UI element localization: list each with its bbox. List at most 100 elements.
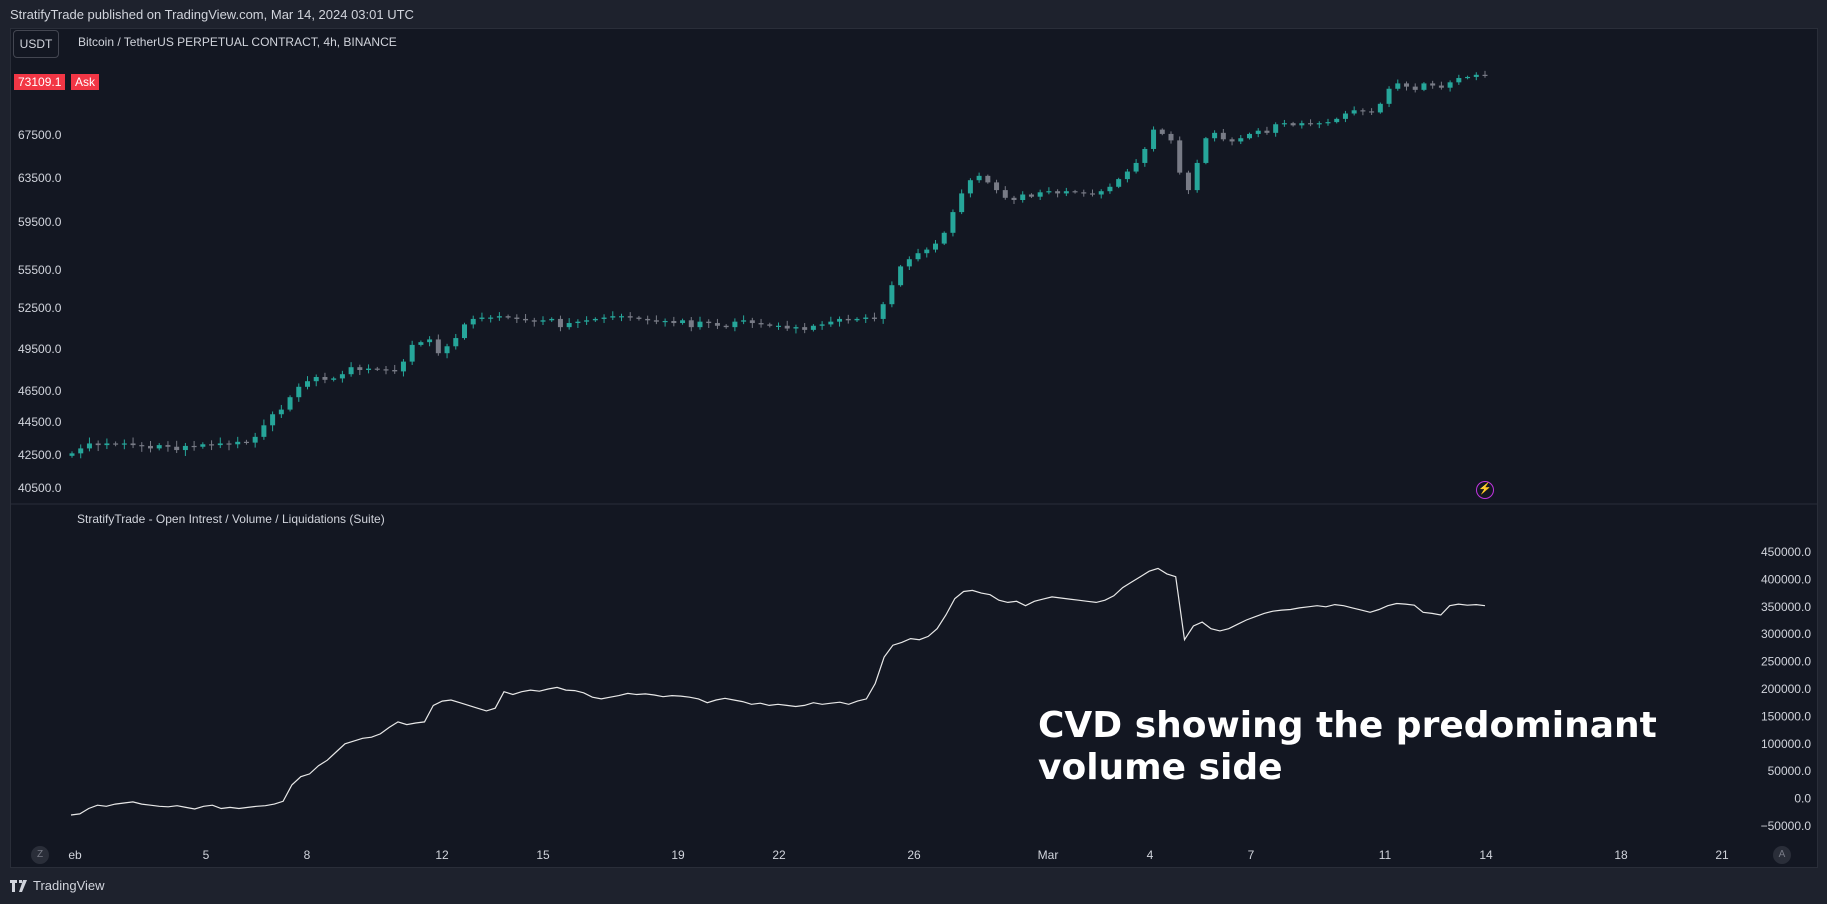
candle-body	[549, 318, 555, 321]
candle-body	[645, 318, 651, 321]
candle-body	[305, 381, 310, 387]
candle-body	[531, 320, 537, 322]
candle-body	[959, 193, 965, 213]
candle-body	[1377, 103, 1383, 113]
candle-body	[1028, 194, 1034, 197]
candle-body	[191, 445, 197, 448]
cvd-tick-label: 300000.0	[1761, 627, 1811, 641]
candle-body	[915, 253, 921, 260]
cvd-tick-label: 400000.0	[1761, 572, 1811, 586]
candle-body	[130, 443, 136, 446]
candle-body	[348, 367, 354, 375]
candle-body	[845, 318, 851, 321]
candle-body	[784, 325, 790, 329]
price-axis: 40500.0 42500.0 44500.0 46500.0 49500.0 52500…	[18, 128, 62, 495]
zoom-button[interactable]: Z	[31, 846, 49, 864]
time-tick-label: Mar	[1038, 848, 1059, 862]
annotation-text: CVD showing the predominant volume side	[1038, 705, 1658, 789]
cvd-line-group	[70, 567, 1486, 816]
candle-body	[924, 249, 930, 254]
candle-body	[182, 445, 188, 451]
brand-name: TradingView	[33, 878, 105, 893]
candle-body	[741, 320, 747, 322]
candle-body	[697, 321, 703, 328]
candle-body	[1430, 83, 1436, 86]
candle-body	[619, 316, 624, 318]
price-tick-label: 44500.0	[18, 415, 62, 429]
candle-body	[278, 409, 284, 415]
candle-body	[139, 445, 145, 447]
candle-body	[1185, 172, 1191, 191]
candle-body	[496, 316, 502, 318]
price-tick-label: 46500.0	[18, 384, 62, 398]
top-bar: StratifyTrade published on TradingView.c…	[0, 0, 1827, 28]
candle-body	[871, 317, 877, 319]
time-tick-label: 14	[1479, 848, 1493, 862]
candle-body	[1255, 130, 1261, 134]
candle-body	[793, 327, 799, 329]
candle-body	[1098, 191, 1104, 195]
candle-body	[1037, 192, 1043, 197]
candle-body	[1168, 133, 1174, 141]
bottom-bar: TradingView	[0, 868, 1827, 904]
candle-body	[339, 374, 345, 379]
candle-body	[200, 444, 206, 447]
candle-body	[1290, 123, 1296, 126]
indicator-title[interactable]: StratifyTrade - Open Intrest / Volume / …	[77, 512, 385, 526]
candle-body	[322, 377, 328, 380]
cvd-tick-label: 50000.0	[1768, 764, 1812, 778]
candle-body	[1002, 190, 1008, 198]
time-tick-label: 26	[907, 848, 921, 862]
candle-body	[1325, 122, 1331, 124]
candle-body	[828, 321, 834, 325]
candle-body	[1212, 132, 1218, 139]
candle-body	[1447, 82, 1453, 88]
candle-body	[819, 324, 825, 326]
candle-body	[505, 316, 511, 318]
auto-scale-button[interactable]: A	[1773, 846, 1791, 864]
cvd-tick-label: 150000.0	[1761, 709, 1811, 723]
candle-body	[243, 441, 249, 443]
chart-frame[interactable]	[10, 28, 1818, 868]
candle-body	[383, 369, 389, 371]
candle-body	[287, 397, 293, 410]
currency-button[interactable]: USDT	[13, 30, 59, 58]
ask-label: Ask	[71, 74, 100, 90]
candle-body	[235, 441, 241, 445]
candle-body	[78, 448, 84, 454]
candle-body	[252, 436, 258, 443]
candle-body	[1395, 83, 1401, 89]
candle-body	[1334, 118, 1340, 123]
time-tick-label: 5	[203, 848, 210, 862]
candles	[69, 70, 1488, 459]
candle-body	[837, 318, 843, 322]
candle-body	[575, 321, 581, 324]
lightning-icon[interactable]: ⚡	[1476, 481, 1494, 499]
ask-price-tag: 73109.1	[14, 74, 66, 90]
tradingview-logo[interactable]: TradingView	[10, 878, 105, 893]
candle-body	[444, 346, 450, 354]
candle-body	[994, 182, 1000, 191]
candle-body	[557, 318, 563, 328]
time-tick-label: 12	[435, 848, 449, 862]
candle-body	[470, 318, 476, 325]
candle-body	[584, 320, 590, 322]
candle-body	[880, 304, 886, 319]
symbol-title: Bitcoin / TetherUS PERPETUAL CONTRACT, 4…	[78, 35, 397, 49]
candle-body	[366, 368, 372, 370]
candle-body	[767, 324, 773, 326]
candle-body	[1116, 179, 1122, 187]
candle-body	[1133, 162, 1139, 172]
candle-body	[113, 443, 119, 445]
cvd-tick-label: 450000.0	[1761, 545, 1811, 559]
candle-body	[1369, 111, 1375, 113]
candle-body	[1177, 140, 1183, 173]
candle-body	[104, 443, 110, 446]
time-tick-label: 15	[536, 848, 550, 862]
candle-body	[1220, 132, 1226, 140]
price-tick-label: 55500.0	[18, 263, 62, 277]
candle-body	[1107, 186, 1113, 192]
candle-body	[1412, 86, 1418, 90]
candle-body	[898, 266, 904, 286]
